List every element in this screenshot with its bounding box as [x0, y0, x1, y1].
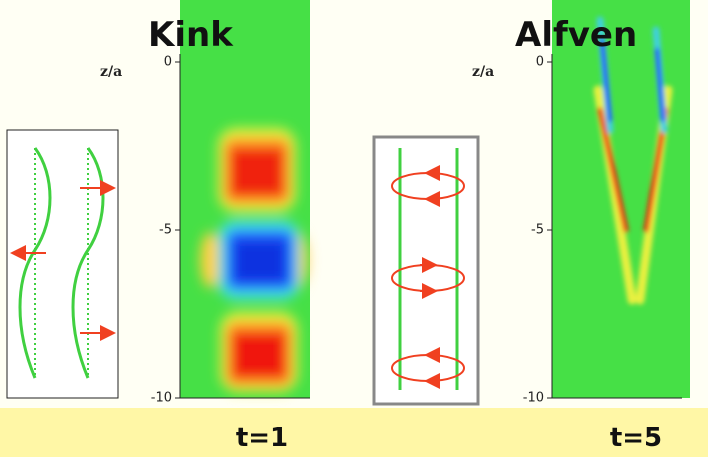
- y-tick-label: 0: [164, 55, 172, 70]
- caption: t=1: [236, 423, 288, 453]
- panel-title: Kink: [148, 15, 234, 55]
- y-tick-label: -5: [531, 223, 544, 238]
- axis-label: z/a: [100, 64, 122, 80]
- y-tick-label: 0: [536, 55, 544, 70]
- axis-label: z/a: [472, 64, 494, 80]
- panel-title: Alfven: [515, 15, 637, 55]
- kink-heatmap: [180, 0, 310, 398]
- kink-sketch: [6, 129, 119, 399]
- y-tick-label: -5: [159, 223, 172, 238]
- alfven-heatmap: [552, 0, 690, 398]
- caption: t=5: [610, 423, 662, 453]
- y-tick-label: -10: [523, 391, 544, 406]
- y-tick-label: -10: [151, 391, 172, 406]
- alfven-sketch: [372, 135, 480, 406]
- caption-band: [0, 408, 708, 457]
